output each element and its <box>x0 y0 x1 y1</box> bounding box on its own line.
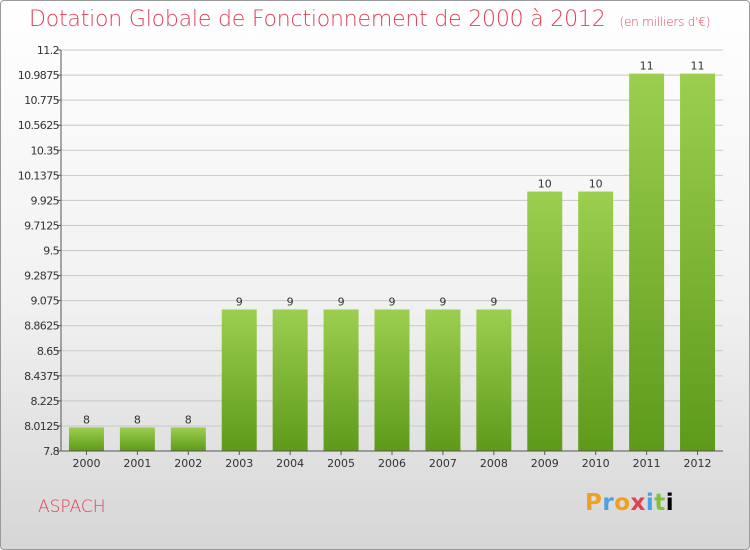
bar-2007 <box>425 309 461 451</box>
y-tick-label: 8.8625 <box>24 320 59 333</box>
data-label-2000: 8 <box>83 413 90 426</box>
x-tick-label: 2003 <box>225 457 253 470</box>
x-tick-label: 2008 <box>480 457 508 470</box>
bar-2005 <box>323 309 359 451</box>
x-tick-label: 2004 <box>276 457 304 470</box>
y-tick-label: 10.35 <box>31 144 60 157</box>
chart-title: Dotation Globale de Fonctionnement de 20… <box>29 7 710 32</box>
bar-2002 <box>170 427 206 451</box>
data-label-2001: 8 <box>134 413 141 426</box>
x-tick-label: 2006 <box>378 457 406 470</box>
data-label-2009: 10 <box>538 178 552 191</box>
y-tick-label: 7.8 <box>43 445 59 458</box>
data-label-2002: 8 <box>185 413 192 426</box>
bars <box>68 73 716 452</box>
x-tick-label: 2001 <box>123 457 151 470</box>
y-tick-label: 9.5 <box>43 245 59 258</box>
y-tick-label: 8.0125 <box>24 420 59 433</box>
x-tick-label: 2010 <box>582 457 610 470</box>
bar-2004 <box>272 309 308 451</box>
commune-name: ASPACH <box>38 497 106 517</box>
y-tick-label: 10.9875 <box>18 69 60 82</box>
y-tick-label: 9.075 <box>31 295 60 308</box>
bar-2008 <box>476 309 512 451</box>
chart-title-text: Dotation Globale de Fonctionnement de 20… <box>29 7 606 32</box>
bar-2000 <box>68 427 104 451</box>
bar-2003 <box>221 309 257 451</box>
x-tick-label: 2002 <box>174 457 202 470</box>
y-tick-label: 8.65 <box>37 345 60 358</box>
data-label-2003: 9 <box>236 295 243 308</box>
bar-2011 <box>629 73 665 452</box>
proxiti-logo: Proxiti <box>585 490 675 516</box>
y-tick-label: 10.5625 <box>18 119 60 132</box>
x-axis-ticks: 2000 2001 2002 2003 2004 2005 2006 2007 2008 2009… <box>72 451 712 470</box>
x-tick-label: 2011 <box>633 457 661 470</box>
y-tick-label: 11.2 <box>37 44 59 57</box>
y-tick-label: 8.4375 <box>24 370 59 383</box>
y-tick-label: 9.7125 <box>24 219 59 232</box>
bar-2010 <box>578 191 614 451</box>
y-tick-label: 10.1375 <box>18 169 60 182</box>
x-tick-label: 2009 <box>531 457 559 470</box>
x-tick-label: 2007 <box>429 457 457 470</box>
data-label-2008: 9 <box>490 295 497 308</box>
x-tick-label: 2005 <box>327 457 355 470</box>
y-tick-label: 9.925 <box>31 194 60 207</box>
data-label-2004: 9 <box>287 295 294 308</box>
data-labels: 8 8 8 9 9 9 9 9 9 10 10 11 11 <box>83 60 705 427</box>
chart-subtitle: (en milliers d'€) <box>619 15 711 29</box>
y-tick-label: 10.775 <box>24 94 59 107</box>
bar-2012 <box>680 73 716 452</box>
y-tick-label: 8.225 <box>31 395 60 408</box>
x-tick-label: 2012 <box>684 457 712 470</box>
y-axis-ticks: 7.8 8.0125 8.225 8.4375 8.65 8.8625 9.075 9.287… <box>18 44 61 458</box>
bar-2006 <box>374 309 410 451</box>
bar-2001 <box>119 427 155 451</box>
data-label-2007: 9 <box>439 295 446 308</box>
x-tick-label: 2000 <box>72 457 100 470</box>
data-label-2011: 11 <box>640 60 654 73</box>
data-label-2010: 10 <box>589 178 603 191</box>
data-label-2012: 11 <box>691 60 705 73</box>
data-label-2005: 9 <box>338 295 345 308</box>
data-label-2006: 9 <box>389 295 396 308</box>
y-tick-label: 9.2875 <box>24 270 59 283</box>
bar-2009 <box>527 191 563 451</box>
